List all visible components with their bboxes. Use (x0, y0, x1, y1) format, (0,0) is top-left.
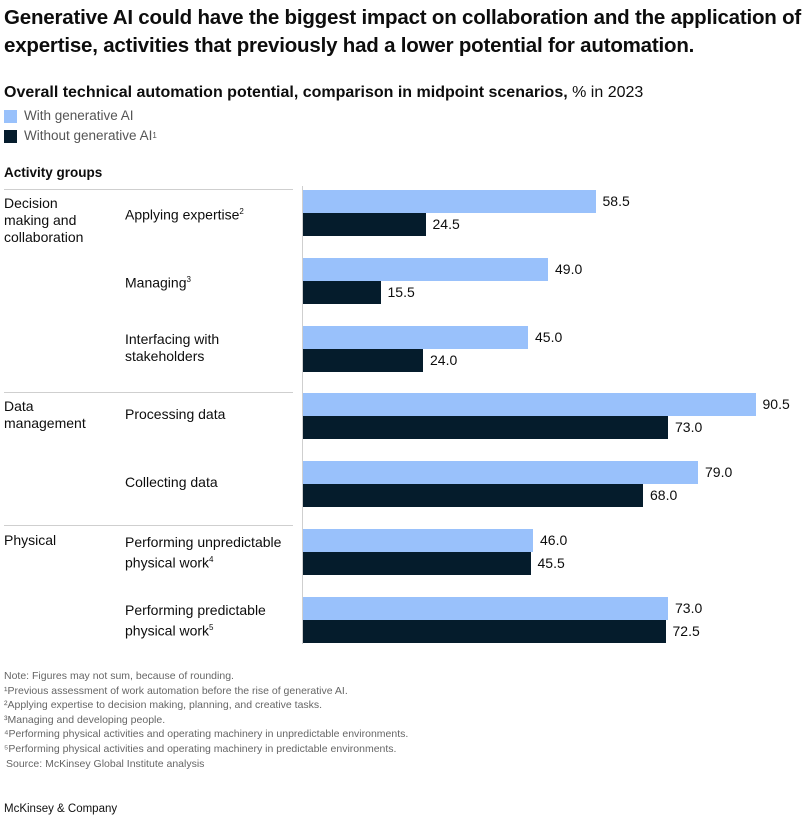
group-label: Decision making and collaboration (4, 195, 84, 245)
group-divider (4, 392, 293, 393)
footnote-4: ⁴Performing physical activities and oper… (4, 728, 409, 741)
bar-without-genai (303, 213, 426, 236)
footnote-mark: 2 (239, 207, 244, 216)
activity-groups-header: Activity groups (4, 165, 103, 180)
footnote-3: ³Managing and developing people. (4, 713, 166, 726)
legend-label-without: Without generative AI (24, 128, 153, 143)
value-label-with: 46.0 (540, 532, 568, 548)
bar-without-genai (303, 484, 643, 508)
subtitle-unit: % in 2023 (572, 84, 644, 101)
value-label-without: 24.5 (432, 216, 460, 232)
bar-with-genai (303, 461, 698, 485)
category-label: Interfacing with stakeholders (125, 330, 220, 364)
category-label: Performing unpredictable physical work4 (125, 534, 282, 571)
bar-without-genai (303, 552, 531, 575)
footnote-5: ⁵Performing physical activities and oper… (4, 742, 397, 755)
value-label-without: 72.5 (672, 622, 700, 639)
chart-axis-line (302, 186, 303, 644)
category-label: Managing3 (125, 274, 191, 291)
legend-item-with: With generative AI (4, 108, 134, 124)
category-label: Processing data (125, 406, 226, 423)
footnote-note: Note: Figures may not sum, because of ro… (4, 670, 234, 682)
value-label-with: 58.5 (602, 193, 630, 209)
bar-without-genai (303, 619, 666, 643)
group-divider (4, 189, 293, 190)
category-label: Applying expertise2 (125, 206, 244, 223)
bar-with-genai (303, 257, 548, 281)
category-label: Collecting data (125, 474, 218, 491)
footnote-mark: 4 (209, 555, 214, 564)
brand-logo-text: McKinsey & Company (4, 803, 118, 815)
bar-without-genai (303, 416, 668, 440)
value-label-without: 68.0 (650, 487, 678, 504)
value-label-without: 15.5 (387, 283, 415, 300)
bar-with-genai (303, 529, 533, 552)
legend-label-with: With generative AI (24, 108, 134, 123)
group-label: Physical (4, 532, 57, 548)
bar-with-genai (303, 393, 756, 417)
footnote-mark: 5 (209, 622, 214, 632)
value-label-with: 90.5 (762, 396, 790, 413)
value-label-without: 45.5 (537, 555, 565, 571)
chart-subtitle: Overall technical automation potential, … (4, 82, 804, 104)
group-divider (4, 525, 293, 526)
value-label-with: 73.0 (675, 599, 703, 616)
bar-without-genai (303, 348, 423, 372)
bar-with-genai (303, 190, 596, 213)
bar-without-genai (303, 280, 381, 304)
value-label-without: 24.0 (430, 351, 458, 368)
value-label-with: 79.0 (705, 464, 733, 481)
footnote-source: Source: McKinsey Global Institute analys… (6, 757, 205, 770)
footnote-1: ¹Previous assessment of work automation … (4, 684, 348, 697)
value-label-without: 73.0 (675, 419, 703, 436)
legend-swatch-with (4, 109, 17, 123)
subtitle-main: Overall technical automation potential, … (4, 84, 568, 101)
footnotes: Note: Figures may not sum, because of ro… (4, 669, 794, 771)
category-label: Performing predictable physical work5 (125, 601, 266, 639)
chart-title: Generative AI could have the biggest imp… (4, 6, 802, 57)
legend-footnote-mark: 1 (152, 131, 157, 140)
legend-swatch-without (4, 129, 17, 143)
bar-with-genai (303, 325, 528, 349)
footnote-2: ²Applying expertise to decision making, … (4, 699, 323, 712)
group-label: Data management (4, 398, 86, 431)
bar-with-genai (303, 596, 668, 620)
value-label-with: 49.0 (555, 260, 583, 277)
value-label-with: 45.0 (535, 328, 563, 345)
legend-item-without: Without generative AI 1 (4, 128, 157, 144)
footnote-mark: 3 (186, 274, 191, 284)
